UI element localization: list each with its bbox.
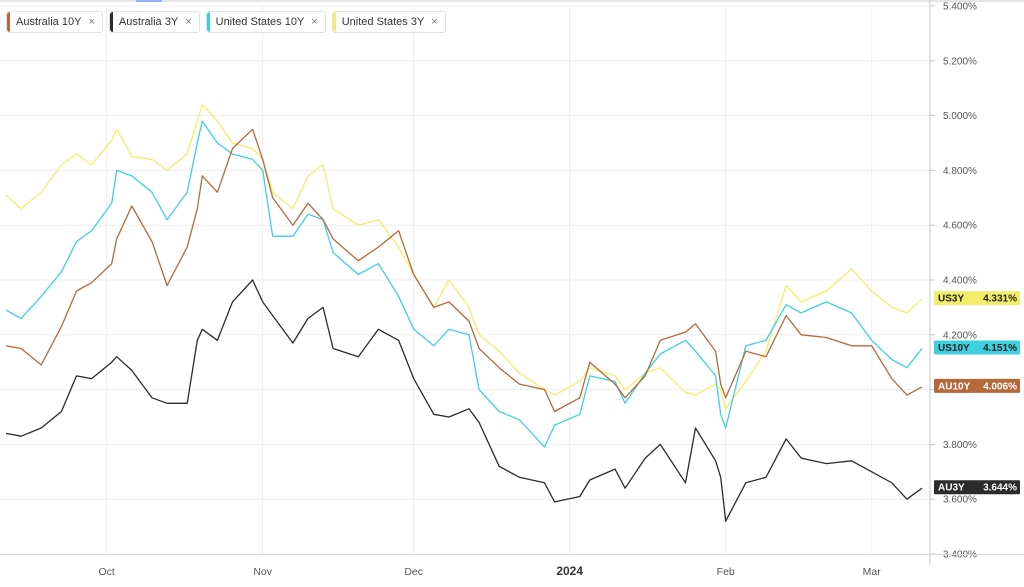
y-tick-label: 5.000% (943, 111, 977, 122)
end-label-tag: AU3Y (938, 483, 965, 494)
end-label-value: 4.151% (983, 343, 1017, 354)
series-line-united-states-3y (5, 103, 923, 410)
end-label-au10y: AU10Y 4.006% (934, 378, 1020, 393)
legend-swatch (206, 12, 210, 32)
end-label-value: 3.644% (983, 483, 1017, 494)
series-line-australia-3y (5, 279, 923, 522)
legend-swatch (109, 12, 113, 32)
y-tick-label: 3.800% (943, 440, 977, 451)
end-label-value: 4.331% (983, 294, 1017, 305)
y-tick-label: 5.200% (943, 56, 977, 67)
close-icon[interactable]: × (185, 16, 192, 28)
plot-area (5, 103, 923, 522)
y-tick-label: 4.800% (943, 166, 977, 177)
x-axis: Oct Nov Dec 2024 Feb Mar (0, 554, 1024, 578)
close-icon[interactable]: × (88, 16, 95, 28)
grid-lines (0, 5, 930, 555)
end-label-tag: AU10Y (938, 381, 971, 392)
end-label-background (934, 291, 1020, 306)
close-icon[interactable]: × (431, 16, 438, 28)
end-label-au3y: AU3Y 3.644% (934, 480, 1020, 495)
end-label-background (934, 480, 1020, 495)
end-label-us3y: US3Y 4.331% (934, 291, 1020, 306)
legend-label: Australia 10Y (16, 16, 82, 28)
x-tick-label: Nov (253, 566, 272, 578)
legend-swatch (7, 12, 10, 32)
legend-chip-united-states-3y[interactable]: United States 3Y × (331, 11, 446, 33)
end-label-value: 4.006% (983, 381, 1017, 392)
y-tick-label: 4.400% (943, 276, 977, 287)
x-tick-label: Mar (863, 566, 882, 578)
x-tick-label: 2024 (556, 564, 583, 578)
top-border-accent (136, 0, 162, 2)
close-icon[interactable]: × (311, 16, 318, 28)
y-tick-label: 4.200% (943, 330, 977, 341)
x-tick-label: Oct (98, 566, 114, 578)
end-label-us10y: US10Y 4.151% (934, 340, 1020, 355)
legend-label: Australia 3Y (118, 16, 179, 28)
legend-chip-australia-10y[interactable]: Australia 10Y × (6, 11, 103, 33)
series-line-australia-10y (5, 128, 923, 413)
legend-chip-australia-3y[interactable]: Australia 3Y × (108, 11, 200, 33)
y-tick-label: 3.600% (943, 495, 977, 506)
x-tick-label: Feb (717, 566, 735, 578)
x-tick-label: Dec (404, 566, 423, 578)
legend: Australia 10Y × Australia 3Y × United St… (6, 11, 446, 33)
end-label-tag: US10Y (938, 343, 970, 354)
top-border (0, 0, 1024, 2)
y-tick-label: 5.400% (943, 2, 977, 13)
end-label-background (934, 340, 1020, 355)
end-labels: US3Y 4.331% US10Y 4.151% AU10Y 4.006% AU3Y 3.64… (934, 291, 1020, 495)
end-label-tag: US3Y (938, 294, 964, 305)
end-label-background (934, 378, 1020, 393)
legend-label: United States 10Y (215, 16, 305, 28)
legend-swatch (332, 12, 336, 32)
y-tick-label: 4.600% (943, 221, 977, 232)
legend-chip-united-states-10y[interactable]: United States 10Y × (205, 11, 326, 33)
legend-label: United States 3Y (341, 16, 425, 28)
